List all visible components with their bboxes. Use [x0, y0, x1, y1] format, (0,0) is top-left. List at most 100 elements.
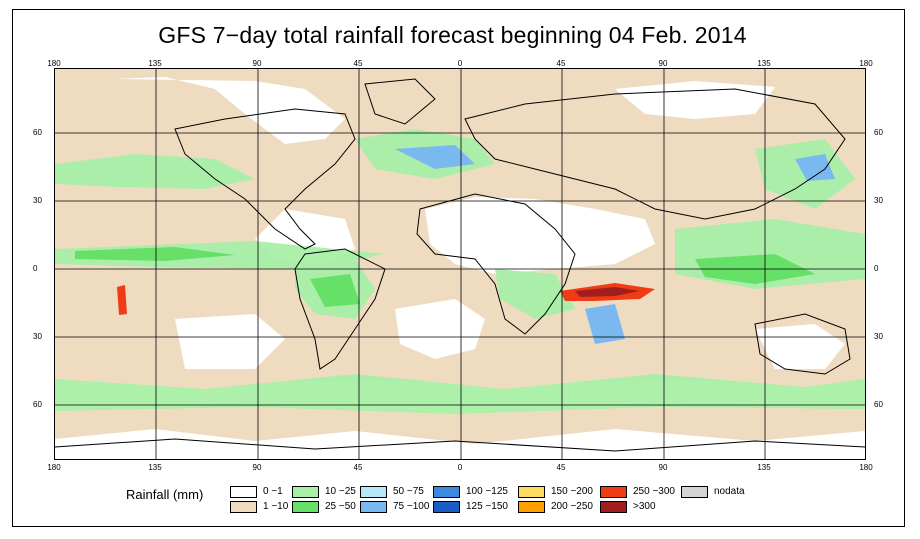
legend-swatch	[360, 500, 387, 513]
legend-label: 250 −300	[633, 486, 675, 497]
coastline-greenland	[364, 78, 436, 125]
coastline-north-america	[174, 108, 356, 250]
legend-item: 250 −300	[600, 485, 675, 498]
legend-swatch	[230, 500, 257, 513]
legend-item: 150 −200	[518, 485, 593, 498]
lon-tick-top: 45	[556, 59, 566, 68]
lon-tick-bottom: 45	[353, 463, 363, 472]
dry-zone-antarctica	[55, 429, 865, 459]
heavy-rain-indian-ocean	[585, 304, 625, 344]
lat-tick-left: 0	[33, 264, 38, 273]
lon-tick-top: 135	[757, 59, 771, 68]
map-title: GFS 7−day total rainfall forecast beginn…	[158, 22, 747, 48]
intense-rain-south-pacific	[117, 285, 127, 315]
legend-item: 0 −1	[230, 485, 283, 498]
legend-item: 125 −150	[433, 500, 508, 513]
legend-swatch	[600, 500, 627, 513]
legend-label: >300	[633, 501, 656, 512]
graticule	[55, 69, 865, 459]
lat-tick-left: 30	[33, 196, 42, 205]
coastlines	[55, 78, 865, 452]
legend-swatch	[600, 485, 627, 498]
dry-zone-south-atlantic	[395, 299, 485, 359]
lat-tick-left: 30	[33, 332, 42, 341]
lat-tick-left: 60	[33, 128, 42, 137]
lat-tick-right: 60	[874, 400, 883, 409]
legend-item: nodata	[681, 485, 745, 498]
legend-label: 50 −75	[393, 486, 424, 497]
lat-tick-right: 30	[874, 196, 883, 205]
coastline-south-america	[294, 248, 386, 370]
dry-zone-australia	[755, 324, 845, 369]
extreme-rain-core	[575, 287, 640, 297]
rain-band-southern-ocean	[55, 374, 865, 414]
lon-tick-top: 0	[457, 59, 463, 68]
rain-band-north-pacific	[55, 154, 255, 189]
legend-label: 10 −25	[325, 486, 356, 497]
intense-rain	[117, 283, 655, 315]
legend-label: 200 −250	[551, 501, 593, 512]
lat-tick-left: 60	[33, 400, 42, 409]
coastline-antarctica	[55, 438, 865, 452]
legend-label: nodata	[714, 486, 745, 497]
dry-zone-siberia	[615, 81, 775, 119]
lat-tick-right: 60	[874, 128, 883, 137]
dry-zone-south-pacific	[175, 314, 285, 369]
moderate-rain-amazon	[310, 274, 360, 307]
coastline-eurasia	[464, 88, 846, 220]
dry-zone-sahara	[425, 197, 655, 274]
legend-swatch	[433, 485, 460, 498]
legend-label: 125 −150	[466, 501, 508, 512]
lon-tick-bottom: 180	[47, 463, 61, 472]
legend-item: 200 −250	[518, 500, 593, 513]
legend-label: 0 −1	[263, 486, 283, 497]
figure-frame	[12, 9, 905, 527]
legend-title: Rainfall (mm)	[126, 487, 204, 502]
legend-label: 150 −200	[551, 486, 593, 497]
dry-zone-arctic-canada	[115, 77, 345, 144]
heavy-rain-north-atlantic	[395, 145, 475, 169]
heavy-rain-japan	[795, 154, 835, 181]
rainfall-map	[54, 68, 866, 460]
legend-swatch	[518, 500, 545, 513]
legend-swatch	[230, 485, 257, 498]
lat-tick-right: 0	[874, 264, 879, 273]
lon-tick-bottom: 90	[252, 463, 262, 472]
legend-item: 100 −125	[433, 485, 508, 498]
legend-item: 10 −25	[292, 485, 356, 498]
legend-item: 50 −75	[360, 485, 424, 498]
coastline-australia	[754, 313, 851, 375]
legend-swatch	[292, 500, 319, 513]
legend-swatch	[518, 485, 545, 498]
legend-label: 1 −10	[263, 501, 289, 512]
heavy-rain	[395, 145, 835, 344]
lon-tick-bottom: 180	[859, 463, 873, 472]
lon-tick-bottom: 135	[148, 463, 162, 472]
lat-tick-right: 30	[874, 332, 883, 341]
lon-tick-bottom: 0	[457, 463, 463, 472]
lon-tick-top: 90	[658, 59, 668, 68]
lon-tick-top: 180	[859, 59, 873, 68]
legend-item: >300	[600, 500, 656, 513]
lon-tick-bottom: 90	[658, 463, 668, 472]
legend-label: 100 −125	[466, 486, 508, 497]
rain-band-central-africa	[495, 269, 575, 319]
legend-swatch	[292, 485, 319, 498]
lon-tick-top: 90	[252, 59, 262, 68]
legend-item: 25 −50	[292, 500, 356, 513]
coastline-africa	[416, 193, 576, 335]
legend-label: 25 −50	[325, 501, 356, 512]
lon-tick-top: 135	[148, 59, 162, 68]
legend-swatch	[681, 485, 708, 498]
legend-item: 75 −100	[360, 500, 429, 513]
lon-tick-top: 45	[353, 59, 363, 68]
legend-swatch	[433, 500, 460, 513]
moderate-rain-itcz	[75, 247, 235, 261]
legend-label: 75 −100	[393, 501, 430, 512]
map-canvas	[55, 69, 865, 459]
lon-tick-bottom: 135	[757, 463, 771, 472]
lon-tick-bottom: 45	[556, 463, 566, 472]
lon-tick-top: 180	[47, 59, 61, 68]
legend-swatch	[360, 485, 387, 498]
legend-item: 1 −10	[230, 500, 288, 513]
